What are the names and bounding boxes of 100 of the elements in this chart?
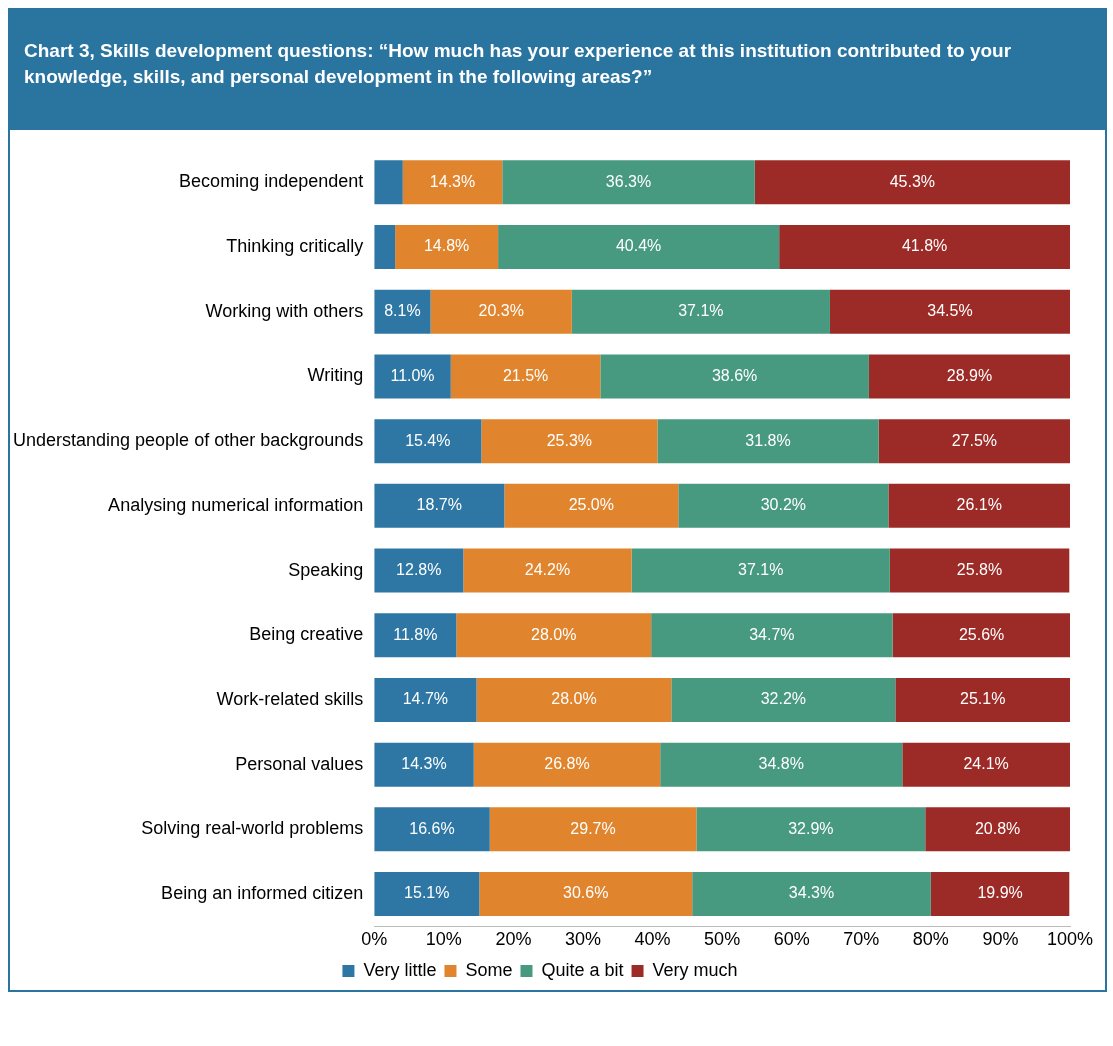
bar xyxy=(374,419,482,464)
bar xyxy=(889,548,1070,593)
bar xyxy=(374,613,457,658)
data-label: 24.1% xyxy=(963,755,1009,773)
bar xyxy=(395,225,499,270)
y-tick-label: Personal values xyxy=(235,753,364,774)
data-label: 21.5% xyxy=(502,366,549,384)
bar xyxy=(657,419,879,464)
data-label: 30.2% xyxy=(760,496,807,514)
bar xyxy=(631,548,890,593)
bar xyxy=(930,872,1070,917)
data-label: 34.7% xyxy=(749,625,795,643)
bar xyxy=(878,419,1070,464)
bar xyxy=(895,677,1070,722)
bar xyxy=(374,483,505,528)
data-label: 8.1% xyxy=(384,302,421,320)
data-label: 45.3% xyxy=(889,172,936,190)
data-label: 25.0% xyxy=(568,496,615,514)
data-label: 25.6% xyxy=(958,625,1005,643)
legend-label: Some xyxy=(465,959,513,980)
x-tick-label: 30% xyxy=(564,929,601,950)
bar xyxy=(779,225,1070,270)
x-tick-label: 60% xyxy=(773,929,810,950)
data-label: 36.3% xyxy=(605,172,652,190)
x-tick-label: 20% xyxy=(495,929,532,950)
bar xyxy=(374,354,451,399)
bar xyxy=(374,742,474,787)
data-label: 34.5% xyxy=(927,302,973,320)
bar xyxy=(374,289,431,334)
data-label: 15.1% xyxy=(404,884,450,902)
bar xyxy=(660,742,903,787)
data-label: 18.7% xyxy=(416,496,462,514)
bar xyxy=(696,807,926,852)
legend-label: Very much xyxy=(652,959,738,980)
bar xyxy=(456,613,652,658)
y-tick-label: Working with others xyxy=(205,300,364,321)
y-tick-label: Becoming independent xyxy=(179,171,364,192)
bar xyxy=(671,677,896,722)
x-tick-label: 0% xyxy=(361,929,388,950)
data-label: 41.8% xyxy=(901,237,948,255)
bar xyxy=(892,613,1070,658)
bar xyxy=(571,289,830,334)
y-tick-label: Analysing numerical information xyxy=(108,494,364,515)
bar xyxy=(430,289,572,334)
data-label: 34.3% xyxy=(788,884,835,902)
y-tick-label: Work-related skills xyxy=(216,688,364,709)
data-label: 20.3% xyxy=(478,302,524,320)
bar xyxy=(504,483,679,528)
data-label: 15.4% xyxy=(405,431,451,449)
data-label: 24.2% xyxy=(524,560,571,578)
data-label: 34.8% xyxy=(758,755,804,773)
legend-label: Very little xyxy=(363,959,437,980)
chart-title: Chart 3, Skills development questions: “How much has your experience at this institution contributed to your knowledge, skills, and personal development in the following areas?” xyxy=(10,10,1105,130)
bar xyxy=(402,160,503,205)
data-label: 38.6% xyxy=(711,366,758,384)
bar xyxy=(692,872,931,917)
x-tick-label: 80% xyxy=(912,929,949,950)
bar xyxy=(651,613,893,658)
data-label: 14.7% xyxy=(402,690,449,708)
data-label: 32.9% xyxy=(788,819,834,837)
data-label: 37.1% xyxy=(678,302,724,320)
data-label: 26.8% xyxy=(544,755,590,773)
bar xyxy=(476,677,672,722)
data-label: 12.8% xyxy=(396,560,442,578)
data-label: 28.0% xyxy=(551,690,597,708)
data-label: 27.5% xyxy=(951,431,998,449)
bar xyxy=(473,742,661,787)
x-tick-label: 40% xyxy=(634,929,671,950)
bar xyxy=(902,742,1070,787)
data-label: 25.3% xyxy=(546,431,593,449)
bar xyxy=(600,354,869,399)
bar xyxy=(498,225,780,270)
data-label: 40.4% xyxy=(615,237,662,255)
bar xyxy=(374,160,403,205)
x-tick-label: 100% xyxy=(1046,929,1094,950)
data-label: 37.1% xyxy=(738,560,784,578)
bar xyxy=(502,160,755,205)
bar xyxy=(374,548,464,593)
data-label: 32.2% xyxy=(760,690,807,708)
y-tick-label: Writing xyxy=(307,365,364,386)
bar xyxy=(489,807,697,852)
bar xyxy=(754,160,1070,205)
data-label: 26.1% xyxy=(956,496,1002,514)
y-tick-label: Being creative xyxy=(249,624,364,645)
bar xyxy=(868,354,1070,399)
data-label: 31.8% xyxy=(745,431,791,449)
bar xyxy=(463,548,632,593)
bar xyxy=(479,872,693,917)
data-label: 14.3% xyxy=(401,755,447,773)
data-label: 19.9% xyxy=(977,884,1023,902)
y-tick-label: Understanding people of other backgrounds xyxy=(12,430,364,451)
x-tick-label: 90% xyxy=(982,929,1019,950)
bar xyxy=(888,483,1070,528)
bar xyxy=(450,354,601,399)
y-tick-label: Solving real-world problems xyxy=(141,818,364,839)
data-label: 11.8% xyxy=(393,625,438,643)
bar xyxy=(925,807,1070,852)
data-label: 28.0% xyxy=(531,625,577,643)
data-label: 28.9% xyxy=(946,366,993,384)
bar xyxy=(374,225,396,270)
